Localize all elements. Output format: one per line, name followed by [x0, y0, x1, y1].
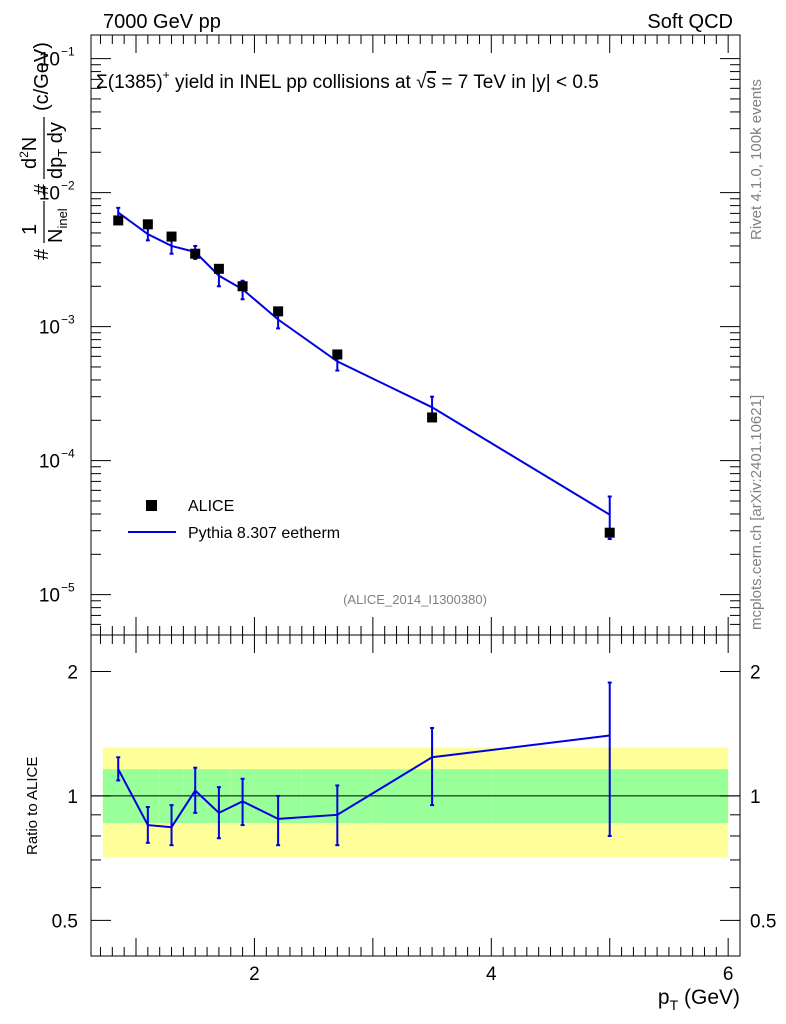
main-y-ticks — [91, 58, 740, 625]
ylabel-dp-sub: T — [55, 149, 70, 157]
legend-alice-marker — [146, 500, 157, 511]
ylabel-dy: dy — [45, 122, 67, 149]
ylabel-dp-main: dp — [45, 157, 67, 179]
ratio-uncertainty-bands — [102, 747, 729, 858]
y-tick-exponent: −1 — [61, 45, 75, 59]
legend-alice-label: ALICE — [188, 498, 234, 515]
ylabel-unit: (c/GeV) — [31, 42, 53, 111]
header-left: 7000 GeV pp — [103, 11, 221, 33]
alice-data-point — [113, 215, 124, 226]
pythia-line — [117, 211, 611, 516]
x-tick-label: 4 — [486, 964, 497, 985]
y-tick-base: 10 — [39, 586, 60, 607]
y-tick-exponent: −2 — [61, 179, 75, 193]
alice-data-point — [273, 306, 284, 317]
title-charge: + — [163, 68, 170, 82]
y-tick-label: 10 — [39, 452, 60, 473]
alice-markers — [113, 215, 615, 538]
ratio-y-axis-label: Ratio to ALICE — [24, 757, 41, 855]
ylabel-d: d — [19, 158, 41, 169]
title-middle: yield in INEL pp collisions at — [170, 72, 416, 93]
xlabel-p: p — [658, 986, 670, 1009]
y-axis-label: # 1 Ninel # d2N dpT dy (c/GeV) — [17, 42, 70, 260]
y-tick-label: 10 — [39, 586, 60, 607]
alice-data-point — [427, 412, 438, 423]
y-tick-label: 10 — [39, 50, 60, 71]
ylabel-n-main: N — [45, 229, 67, 243]
ratio-x-ticks — [99, 635, 729, 956]
ratio-y-tick-label-right: 2 — [750, 662, 761, 683]
x-tick-label: 6 — [723, 964, 734, 985]
mcplots-label: mcplots.cern.ch [arXiv:2401.10621] — [748, 395, 765, 630]
legend-pythia-label: Pythia 8.307 eetherm — [188, 525, 340, 542]
main-x-ticks — [99, 35, 729, 635]
alice-data-point — [190, 248, 201, 259]
alice-data-point — [213, 263, 224, 274]
y-tick-base: 10 — [39, 318, 60, 339]
y-tick-exponent: −5 — [61, 581, 75, 595]
header-right: Soft QCD — [647, 11, 733, 33]
y-tick-base: 10 — [39, 452, 60, 473]
ylabel-n: Ninel — [45, 208, 70, 243]
alice-data-point — [142, 219, 153, 230]
ratio-y-tick-label-right: 1 — [750, 787, 761, 808]
ylabel-dn-n: N — [19, 137, 41, 151]
ylabel-hash-1: # — [31, 248, 53, 260]
y-tick-label: 10 — [39, 318, 60, 339]
ratio-line — [117, 734, 610, 829]
y-tick-base: 10 — [39, 50, 60, 71]
ylabel-n-sub: inel — [55, 208, 70, 228]
ylabel-one: 1 — [19, 224, 41, 235]
xlabel-unit: (GeV) — [678, 986, 740, 1009]
x-tick-label: 2 — [249, 964, 260, 985]
ylabel-d-sup: 2 — [17, 151, 31, 158]
ylabel-dn: d2N — [17, 137, 41, 169]
legend: ALICE Pythia 8.307 eetherm — [128, 498, 340, 542]
y-tick-exponent: −4 — [61, 447, 75, 461]
alice-data-point — [166, 231, 177, 242]
title-sigma: Σ(1385) — [96, 72, 163, 93]
ratio-y-ticks — [91, 670, 740, 921]
x-axis-label: pT (GeV) — [658, 986, 740, 1013]
title-s: s — [427, 72, 437, 93]
y-tick-label: 10 — [39, 184, 60, 205]
alice-data-point — [332, 349, 343, 360]
main-y-tick-labels: 10−510−410−310−210−1 — [39, 45, 75, 607]
ratio-y-tick-label: 2 — [67, 662, 78, 683]
rivet-label: Rivet 4.1.0, 100k events — [748, 79, 765, 240]
ratio-y-tick-labels-right: 0.5 1 2 — [750, 662, 776, 932]
main-plot-frame — [90, 34, 741, 636]
plot-title: Σ(1385)+ yield in INEL pp collisions at … — [96, 68, 599, 93]
title-sqrt: √ — [416, 72, 427, 93]
alice-data-point — [237, 281, 248, 292]
ratio-y-tick-label: 1 — [67, 787, 78, 808]
ratio-y-tick-label-right: 0.5 — [750, 911, 776, 932]
title-tail: = 7 TeV in |y| < 0.5 — [436, 72, 599, 93]
ylabel-dp: dpT dy — [45, 122, 70, 179]
ratio-y-tick-label: 0.5 — [52, 911, 78, 932]
y-tick-base: 10 — [39, 184, 60, 205]
x-tick-labels: 2 4 6 — [249, 964, 733, 985]
y-tick-exponent: −3 — [61, 313, 75, 327]
xlabel-sub: T — [670, 997, 679, 1013]
alice-data-point — [604, 527, 615, 538]
analysis-watermark: (ALICE_2014_I1300380) — [343, 592, 487, 607]
ratio-y-tick-labels-left: 0.5 1 2 — [52, 662, 78, 932]
ylabel-hash-2: # — [31, 183, 53, 195]
